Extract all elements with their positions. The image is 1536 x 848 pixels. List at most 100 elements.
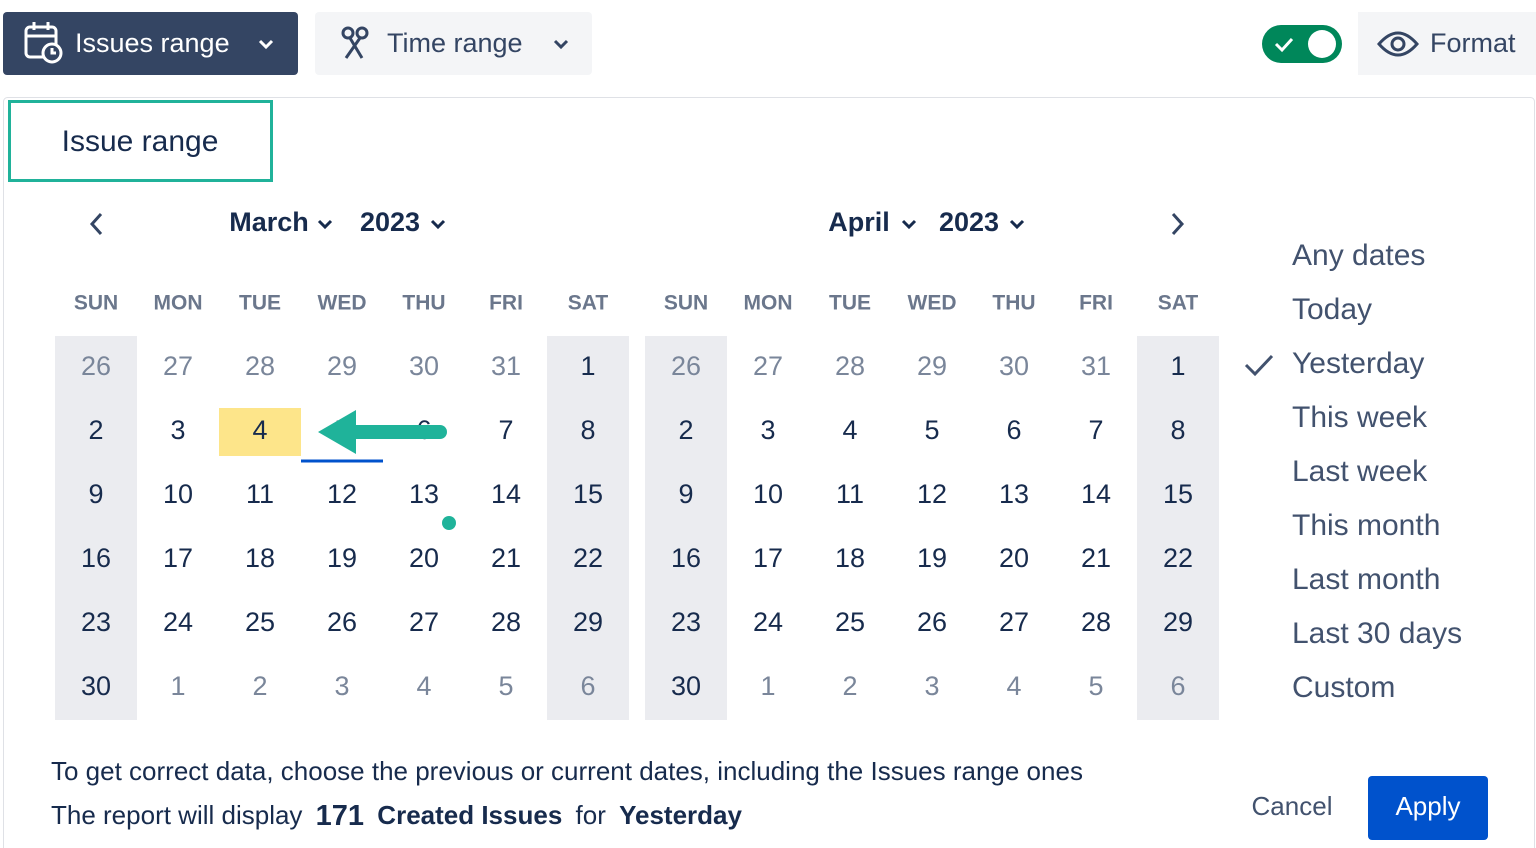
day[interactable]: 21 (1081, 543, 1111, 573)
day[interactable]: 1 (1170, 351, 1185, 381)
format-label[interactable]: Format (1430, 28, 1516, 58)
day[interactable]: 22 (1163, 543, 1193, 573)
day[interactable]: 28 (835, 351, 865, 381)
preset[interactable]: Last 30 days (1292, 617, 1462, 650)
day[interactable]: 20 (999, 543, 1029, 573)
day[interactable]: 8 (580, 415, 595, 445)
day[interactable]: 10 (163, 479, 193, 509)
day[interactable]: 23 (671, 607, 701, 637)
day[interactable]: 13 (999, 479, 1029, 509)
day[interactable]: 25 (245, 607, 275, 637)
day[interactable]: 27 (999, 607, 1029, 637)
preset[interactable]: This month (1292, 509, 1440, 542)
day[interactable]: 10 (753, 479, 783, 509)
preset[interactable]: Last week (1292, 455, 1428, 488)
day[interactable]: 29 (573, 607, 603, 637)
day[interactable]: 8 (1170, 415, 1185, 445)
apply-button[interactable] (1368, 776, 1488, 840)
day[interactable]: 24 (753, 607, 783, 637)
day[interactable]: 30 (671, 671, 701, 701)
day[interactable]: 29 (1163, 607, 1193, 637)
next-month[interactable] (1171, 212, 1185, 236)
cancel-button[interactable]: Cancel (1252, 791, 1333, 821)
day[interactable]: 13 (409, 479, 439, 509)
day[interactable]: 30 (999, 351, 1029, 381)
year-select[interactable]: 2023 (360, 207, 420, 237)
day[interactable]: 18 (835, 543, 865, 573)
issues-range-button[interactable] (3, 12, 298, 75)
day[interactable]: 5 (924, 415, 939, 445)
day[interactable]: 27 (409, 607, 439, 637)
day[interactable]: 23 (81, 607, 111, 637)
year-select[interactable]: 2023 (939, 207, 999, 237)
day[interactable]: 2 (678, 415, 693, 445)
day[interactable]: 4 (416, 671, 431, 701)
day[interactable]: 28 (245, 351, 275, 381)
day[interactable]: 1 (760, 671, 775, 701)
day[interactable]: 2 (842, 671, 857, 701)
day[interactable]: 29 (327, 351, 357, 381)
day[interactable]: 30 (409, 351, 439, 381)
day[interactable]: 28 (1081, 607, 1111, 637)
day[interactable]: 4 (252, 415, 267, 445)
day[interactable]: 11 (836, 479, 864, 509)
day[interactable]: 4 (1006, 671, 1021, 701)
day[interactable]: 21 (491, 543, 521, 573)
day[interactable]: 6 (1170, 671, 1185, 701)
day[interactable]: 24 (163, 607, 193, 637)
time-range-label[interactable]: Time range (387, 28, 523, 58)
day[interactable]: 3 (170, 415, 185, 445)
day[interactable]: 18 (245, 543, 275, 573)
day[interactable]: 15 (1163, 479, 1193, 509)
day[interactable]: 26 (917, 607, 947, 637)
day[interactable]: 3 (334, 671, 349, 701)
preset[interactable]: This week (1292, 401, 1428, 434)
time-range-button[interactable] (315, 12, 592, 75)
day[interactable]: 31 (491, 351, 521, 381)
day[interactable]: 14 (1081, 479, 1111, 509)
day[interactable]: 7 (1088, 415, 1103, 445)
day[interactable]: 30 (81, 671, 111, 701)
day[interactable]: 15 (573, 479, 603, 509)
preset[interactable]: Last month (1292, 563, 1440, 596)
day[interactable]: 7 (498, 415, 513, 445)
preset[interactable]: Today (1292, 293, 1372, 326)
day[interactable]: 17 (163, 543, 193, 573)
day[interactable]: 26 (327, 607, 357, 637)
day[interactable]: 25 (835, 607, 865, 637)
day[interactable]: 9 (678, 479, 693, 509)
day[interactable]: 4 (842, 415, 857, 445)
preset[interactable]: Any dates (1292, 239, 1425, 272)
day[interactable]: 19 (327, 543, 357, 573)
month-select[interactable]: April (828, 207, 890, 237)
preset[interactable]: Custom (1292, 671, 1395, 704)
day[interactable]: 1 (580, 351, 595, 381)
day[interactable]: 12 (327, 479, 357, 509)
day[interactable]: 12 (917, 479, 947, 509)
day[interactable]: 3 (924, 671, 939, 701)
day[interactable]: 16 (671, 543, 701, 573)
day[interactable]: 6 (1006, 415, 1021, 445)
day[interactable]: 27 (753, 351, 783, 381)
day[interactable]: 16 (81, 543, 111, 573)
day[interactable]: 19 (917, 543, 947, 573)
day[interactable]: 5 (498, 671, 513, 701)
day[interactable]: 27 (163, 351, 193, 381)
issues-range-label[interactable]: Issues range (75, 28, 230, 58)
day[interactable]: 14 (491, 479, 521, 509)
day[interactable]: 29 (917, 351, 947, 381)
day[interactable]: 5 (1088, 671, 1103, 701)
apply-label[interactable]: Apply (1395, 791, 1460, 821)
day[interactable]: 26 (671, 351, 701, 381)
day[interactable]: 26 (81, 351, 111, 381)
day[interactable]: 3 (760, 415, 775, 445)
day[interactable]: 20 (409, 543, 439, 573)
day[interactable]: 2 (88, 415, 103, 445)
day[interactable]: 9 (88, 479, 103, 509)
format-button[interactable] (1358, 12, 1536, 75)
day[interactable]: 2 (252, 671, 267, 701)
day[interactable]: 22 (573, 543, 603, 573)
month-select[interactable]: March (229, 207, 309, 237)
preset[interactable]: Yesterday (1292, 347, 1424, 380)
day[interactable]: 6 (580, 671, 595, 701)
